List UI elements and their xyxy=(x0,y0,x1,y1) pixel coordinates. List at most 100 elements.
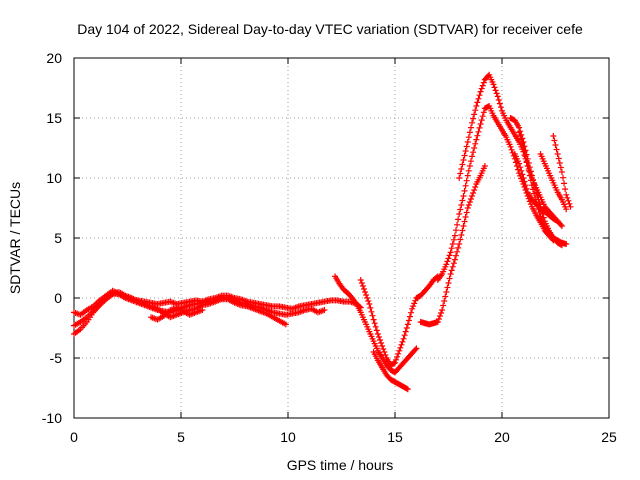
data-point xyxy=(517,133,524,139)
data-point xyxy=(446,252,453,259)
data-point xyxy=(550,133,557,139)
data-point xyxy=(469,119,476,126)
data-point xyxy=(451,256,458,263)
data-point xyxy=(456,241,463,247)
data-point xyxy=(362,289,369,295)
data-point xyxy=(469,193,476,199)
data-point xyxy=(447,249,454,256)
data-point xyxy=(466,129,473,136)
series-track-n xyxy=(550,133,574,210)
data-point xyxy=(434,319,441,325)
data-point xyxy=(557,221,564,228)
data-point xyxy=(493,90,500,97)
data-point xyxy=(496,100,503,107)
data-point xyxy=(524,163,531,169)
data-point xyxy=(522,153,529,160)
data-point xyxy=(358,280,365,286)
data-point xyxy=(372,323,379,330)
data-point xyxy=(443,261,450,268)
data-point xyxy=(452,252,459,259)
data-point xyxy=(369,312,376,319)
data-point xyxy=(563,206,570,213)
data-point xyxy=(526,172,533,179)
data-point xyxy=(465,167,472,174)
data-point xyxy=(461,187,468,194)
data-point xyxy=(409,305,416,312)
data-point xyxy=(471,145,478,151)
y-tick-label: -5 xyxy=(50,350,63,366)
data-point xyxy=(393,356,400,363)
data-point xyxy=(527,201,534,208)
data-point xyxy=(527,177,534,184)
data-point xyxy=(463,177,470,184)
data-point xyxy=(556,160,563,166)
data-point xyxy=(559,174,566,181)
data-point xyxy=(447,271,454,277)
data-point xyxy=(395,350,402,357)
data-point xyxy=(477,88,484,95)
data-point xyxy=(462,148,469,154)
data-point xyxy=(564,194,571,201)
data-point xyxy=(565,197,572,204)
data-point xyxy=(392,359,398,366)
y-tick-label: 20 xyxy=(46,50,62,66)
data-point xyxy=(475,128,482,135)
data-point xyxy=(462,214,469,220)
data-point xyxy=(563,191,570,198)
data-point xyxy=(357,277,364,283)
data-point xyxy=(480,109,487,116)
data-point xyxy=(479,82,486,89)
data-point xyxy=(552,142,559,148)
data-point xyxy=(364,295,371,301)
x-tick-label: 20 xyxy=(494,429,510,445)
data-point xyxy=(459,197,466,204)
data-point xyxy=(478,85,485,92)
data-point xyxy=(567,203,574,210)
data-point xyxy=(472,107,479,114)
data-point xyxy=(461,152,468,159)
data-point xyxy=(490,81,497,88)
data-point xyxy=(366,301,373,307)
y-axis-label: SDTVAR / TECUs xyxy=(7,182,23,294)
data-point xyxy=(478,117,485,124)
data-point xyxy=(463,143,470,150)
data-point xyxy=(459,161,466,168)
data-point xyxy=(473,103,480,109)
data-point xyxy=(466,199,473,205)
data-point xyxy=(400,335,407,342)
y-tick-label: 10 xyxy=(46,170,62,186)
data-point xyxy=(457,236,464,243)
data-point xyxy=(451,232,458,239)
data-point xyxy=(495,97,502,103)
data-point xyxy=(465,134,472,141)
data-point xyxy=(464,205,471,211)
data-point xyxy=(530,186,537,193)
data-point xyxy=(520,175,527,181)
y-tick-label: 5 xyxy=(54,230,62,246)
data-point xyxy=(456,211,463,217)
data-point xyxy=(449,241,456,247)
data-point xyxy=(471,187,478,193)
series-track-d xyxy=(148,304,206,323)
y-tick-label: 0 xyxy=(54,290,62,306)
data-point xyxy=(454,221,461,228)
data-point xyxy=(439,307,446,313)
data-point xyxy=(443,289,450,295)
data-point xyxy=(519,140,526,147)
data-point xyxy=(444,258,451,265)
data-point xyxy=(373,327,380,334)
data-point xyxy=(460,223,467,229)
data-point xyxy=(452,227,459,234)
data-point xyxy=(450,236,457,243)
data-point xyxy=(553,146,560,153)
x-tick-label: 0 xyxy=(70,429,78,445)
data-point xyxy=(412,297,419,304)
chart-title: Day 104 of 2022, Sidereal Day-to-day VTE… xyxy=(77,21,583,37)
data-point xyxy=(448,245,455,252)
data-point xyxy=(405,317,412,324)
series-track-f xyxy=(357,273,441,369)
data-point xyxy=(375,334,382,340)
data-point xyxy=(558,169,565,175)
data-point xyxy=(463,209,470,216)
series-track-h xyxy=(417,163,488,328)
